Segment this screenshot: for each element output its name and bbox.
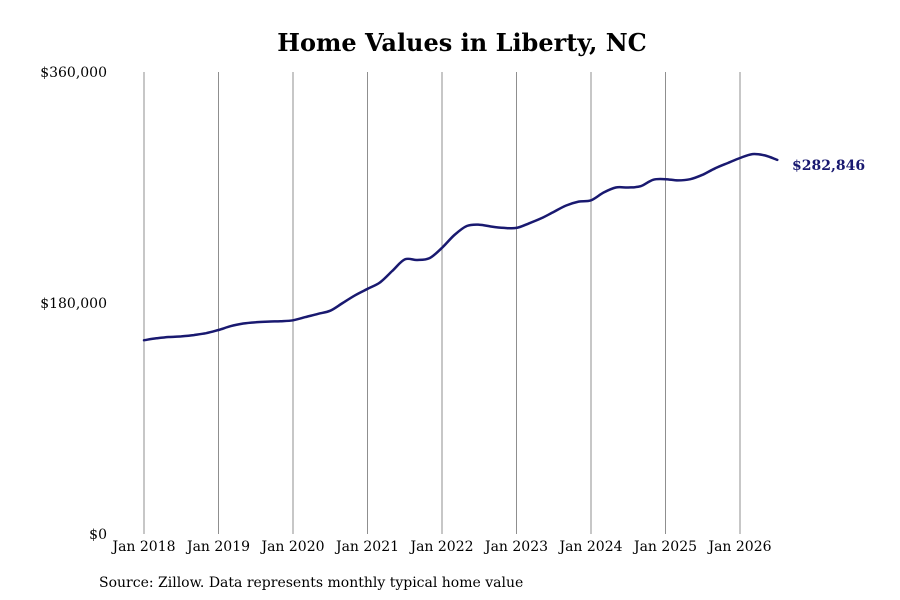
grid-lines xyxy=(143,72,741,534)
series-layer xyxy=(142,152,779,342)
x-tick-label: Jan 2024 xyxy=(557,539,622,555)
series-line xyxy=(142,152,779,342)
x-tick-label: Jan 2022 xyxy=(408,539,473,555)
x-tick-label: Jan 2025 xyxy=(632,539,697,555)
chart-title: Home Values in Liberty, NC xyxy=(277,28,646,57)
y-axis: $0 $180,000 $360,000 xyxy=(40,65,107,543)
y-tick-label: $180,000 xyxy=(40,296,107,312)
x-tick-label: Jan 2018 xyxy=(110,539,175,555)
y-tick-label: $360,000 xyxy=(40,65,107,81)
x-tick-label: Jan 2026 xyxy=(706,539,771,555)
x-axis: Jan 2018 Jan 2019 Jan 2020 Jan 2021 Jan 2022… xyxy=(110,539,771,555)
x-tick-label: Jan 2023 xyxy=(483,539,548,555)
y-tick-label: $0 xyxy=(89,527,107,543)
x-tick-label: Jan 2021 xyxy=(334,539,399,555)
x-tick-label: Jan 2020 xyxy=(259,539,324,555)
x-tick-label: Jan 2019 xyxy=(185,539,250,555)
end-value-label: $282,846 xyxy=(792,158,865,174)
source-note: Source: Zillow. Data represents monthly … xyxy=(99,575,523,591)
